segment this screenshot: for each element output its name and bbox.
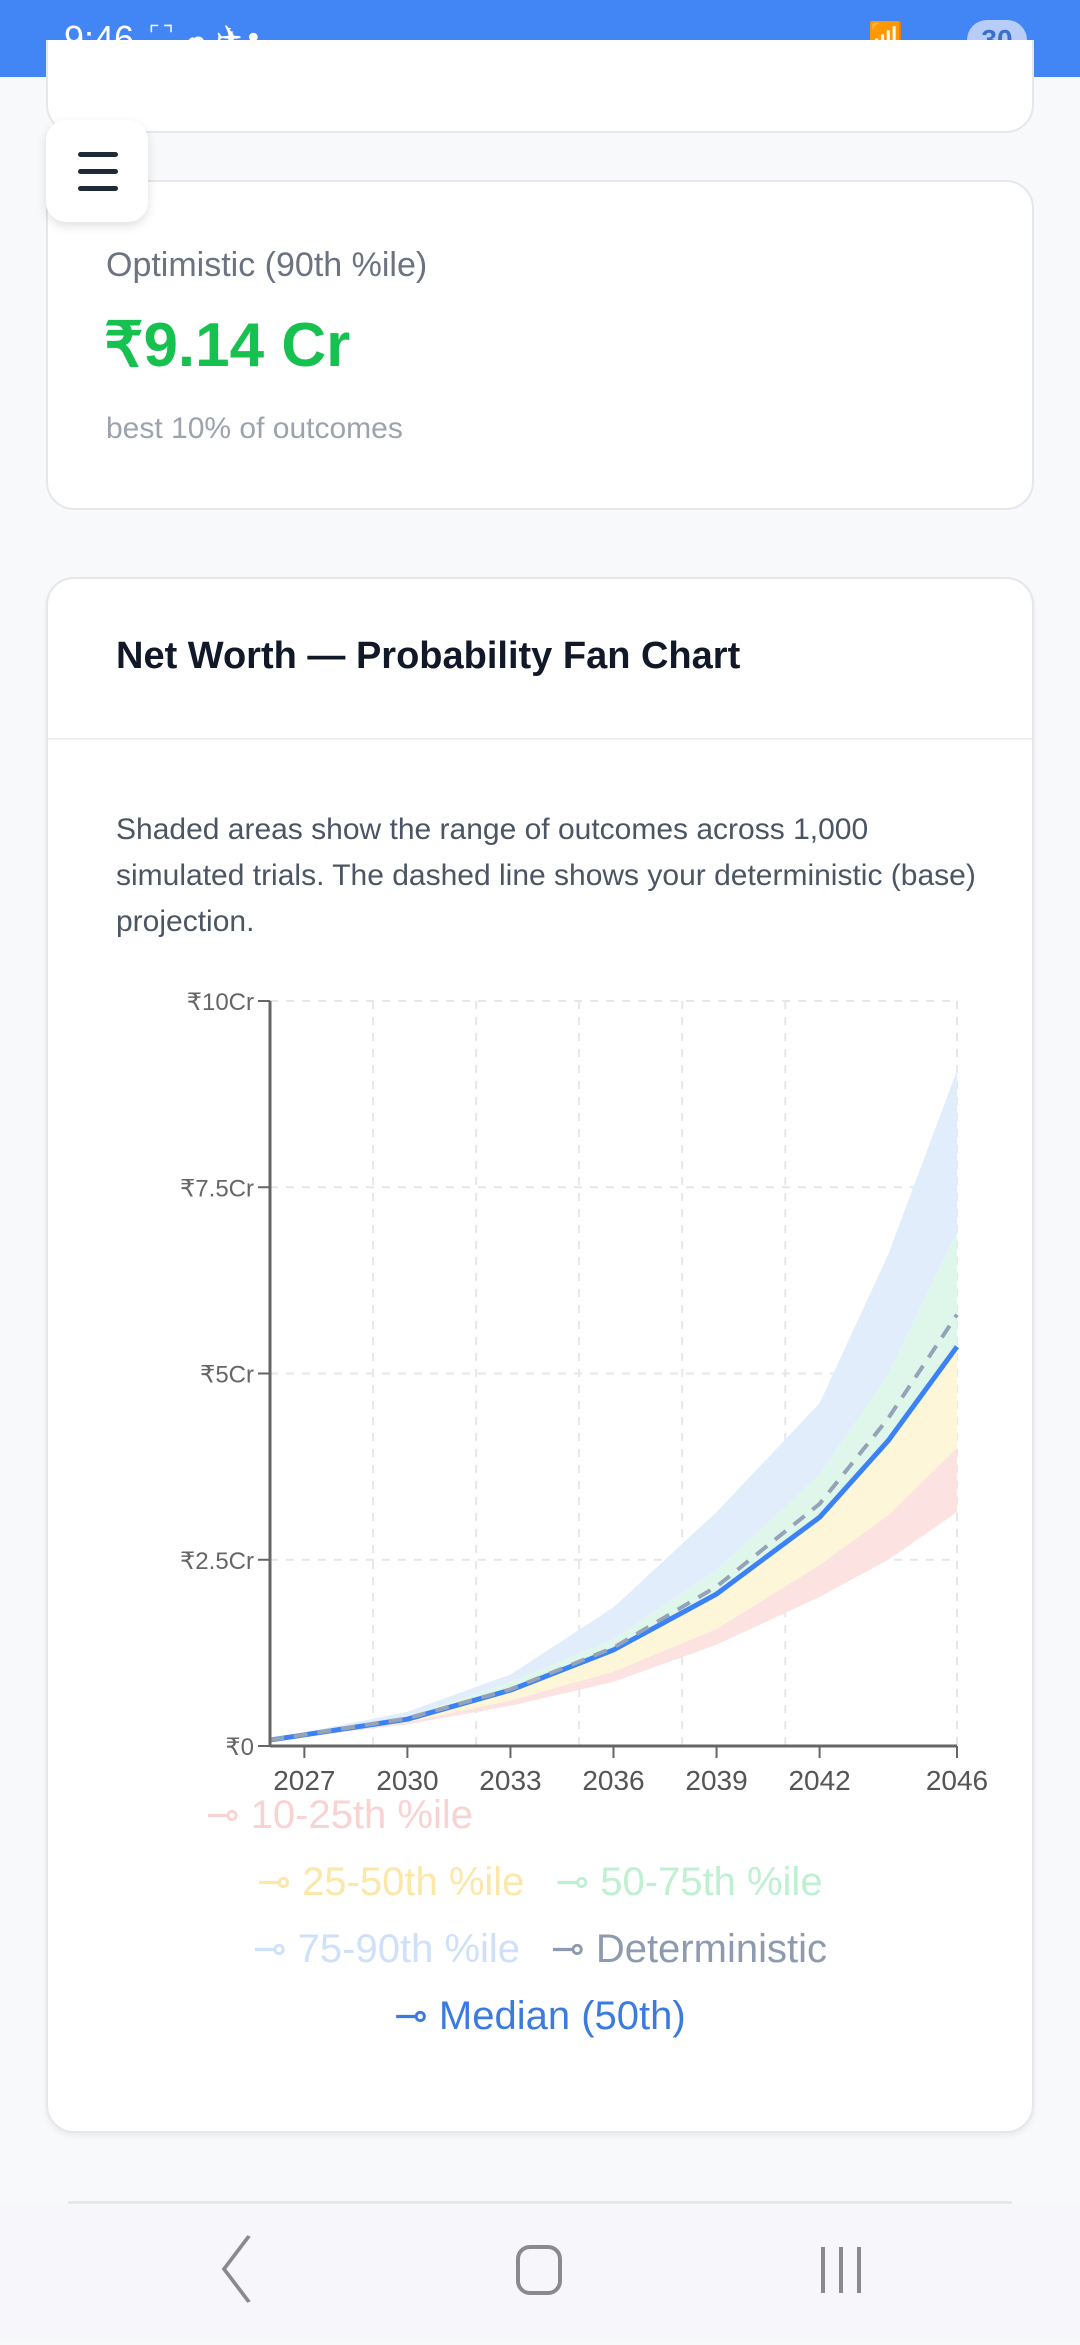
hamburger-icon: [78, 152, 118, 157]
band-50-75: [270, 1232, 957, 1741]
x-tick-label: 2046: [926, 1765, 988, 1790]
x-tick-label: 2030: [376, 1765, 438, 1790]
legend-label: 25-50th %ile: [302, 1860, 525, 1904]
legend-row-4: ⊸ Median (50th): [0, 1993, 1080, 2039]
optimistic-card: Optimistic (90th %ile) ₹9.14 Cr best 10%…: [46, 180, 1034, 510]
optimistic-subtitle: best 10% of outcomes: [106, 412, 403, 445]
divider: [68, 2201, 1012, 2204]
x-tick-label: 2033: [479, 1765, 541, 1790]
legend-deterministic[interactable]: ⊸ Deterministic: [551, 1927, 827, 1971]
x-tick-label: 2042: [788, 1765, 850, 1790]
legend-label: 75-90th %ile: [297, 1927, 521, 1971]
x-tick-label: 2039: [685, 1765, 747, 1790]
x-tick-label: 2027: [273, 1765, 335, 1790]
y-tick-label: ₹0: [225, 1734, 254, 1761]
legend-median[interactable]: ⊸ Median (50th): [394, 1994, 686, 2038]
recent-apps-icon[interactable]: [821, 2247, 861, 2293]
legend-25-50[interactable]: ⊸ 25-50th %ile: [257, 1860, 525, 1904]
legend-row-1: ⊸ 10-25th %ile: [0, 1792, 1080, 1838]
deterministic-line: [269, 1313, 959, 1743]
legend-label: 10-25th %ile: [250, 1793, 474, 1837]
band-10-25: [270, 1448, 957, 1741]
hamburger-line: [78, 169, 118, 174]
legend-label: 50-75th %ile: [600, 1860, 823, 1904]
fan-chart: ₹0 ₹2.5Cr ₹5Cr ₹7.5Cr ₹10Cr 2027 2030 2033 2036 2…: [180, 989, 988, 1790]
optimistic-value: ₹9.14 Cr: [104, 311, 351, 380]
band-25-50: [270, 1346, 957, 1741]
legend-75-90[interactable]: ⊸ 75-90th %ile: [253, 1927, 521, 1971]
legend-row-3: ⊸ 75-90th %ile ⊸ Deterministic: [0, 1926, 1080, 1972]
optimistic-label: Optimistic (90th %ile): [106, 246, 428, 284]
legend-label: Median (50th): [438, 1994, 686, 2038]
y-tick-label: ₹2.5Cr: [180, 1548, 254, 1575]
y-tick-label: ₹10Cr: [187, 989, 254, 1016]
legend-row-2: ⊸ 25-50th %ile ⊸ 50-75th %ile: [0, 1859, 1080, 1905]
home-icon[interactable]: [516, 2245, 562, 2295]
menu-button[interactable]: [46, 120, 148, 222]
navigation-bar: [0, 2205, 1080, 2340]
legend-50-75[interactable]: ⊸ 50-75th %ile: [555, 1860, 823, 1904]
band-75-90: [270, 1070, 957, 1741]
chart-title: Net Worth — Probability Fan Chart: [116, 635, 741, 677]
chart-description: Shaded areas show the range of outcomes …: [116, 813, 976, 938]
previous-card: [46, 40, 1034, 133]
divider: [48, 738, 1032, 740]
x-tick-label: 2036: [582, 1765, 644, 1790]
back-icon[interactable]: [221, 2235, 251, 2303]
y-tick-label: ₹7.5Cr: [180, 1175, 254, 1202]
y-tick-label: ₹5Cr: [200, 1362, 254, 1389]
legend-10-25[interactable]: ⊸ 10-25th %ile: [206, 1793, 474, 1837]
hamburger-line: [78, 186, 118, 191]
legend-label: Deterministic: [595, 1927, 827, 1971]
